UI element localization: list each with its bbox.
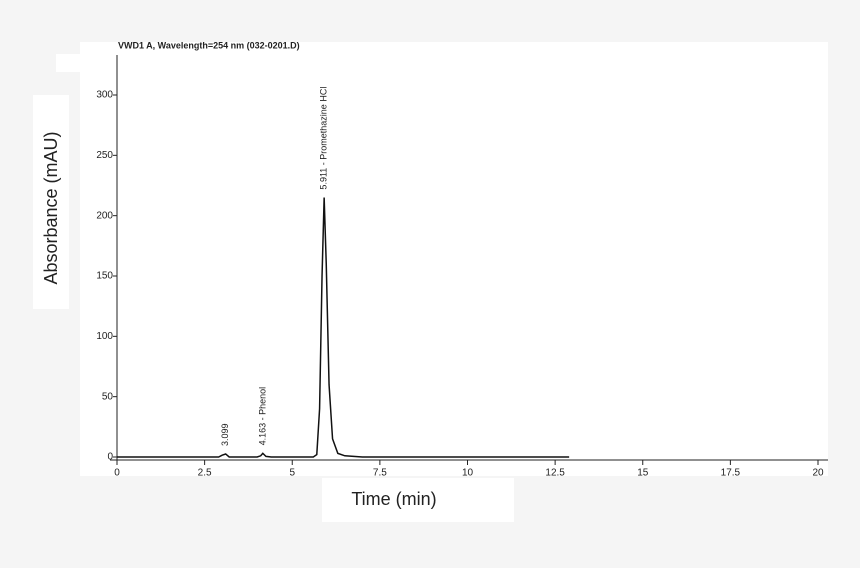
x-tick-label: 12.5 bbox=[545, 468, 565, 479]
peak-label: 3.099 bbox=[220, 423, 230, 446]
x-tick-label: 10 bbox=[462, 468, 474, 479]
x-tick-label: 15 bbox=[637, 468, 649, 479]
x-tick-label: 17.5 bbox=[721, 468, 741, 479]
y-tick-label: 100 bbox=[96, 331, 113, 342]
x-tick-label: 7.5 bbox=[373, 468, 387, 479]
xlabel-box bbox=[322, 478, 514, 522]
y-tick-label: 250 bbox=[96, 150, 113, 161]
y-tick-label: 300 bbox=[96, 90, 113, 101]
trace bbox=[117, 197, 570, 458]
y-tick-label: 50 bbox=[102, 391, 114, 402]
x-tick-label: 20 bbox=[812, 468, 824, 479]
plot-panel bbox=[80, 42, 828, 476]
panel-notch bbox=[56, 54, 86, 72]
chart-title: VWD1 A, Wavelength=254 nm (032-0201.D) bbox=[118, 40, 300, 50]
ylabel-box bbox=[33, 95, 69, 309]
x-tick-label: 0 bbox=[114, 468, 120, 479]
peak-label: 4.163 - Phenol bbox=[257, 387, 267, 446]
y-tick-label: 0 bbox=[107, 452, 113, 463]
x-tick-label: 5 bbox=[289, 468, 295, 479]
peak-label: 5.911 - Promethazine HCl bbox=[319, 87, 329, 190]
y-axis-label: Absorbance (mAU) bbox=[41, 131, 61, 284]
y-tick-label: 150 bbox=[96, 271, 113, 282]
y-tick-label: 200 bbox=[96, 210, 113, 221]
x-tick-label: 2.5 bbox=[198, 468, 212, 479]
x-axis-label: Time (min) bbox=[351, 489, 436, 509]
